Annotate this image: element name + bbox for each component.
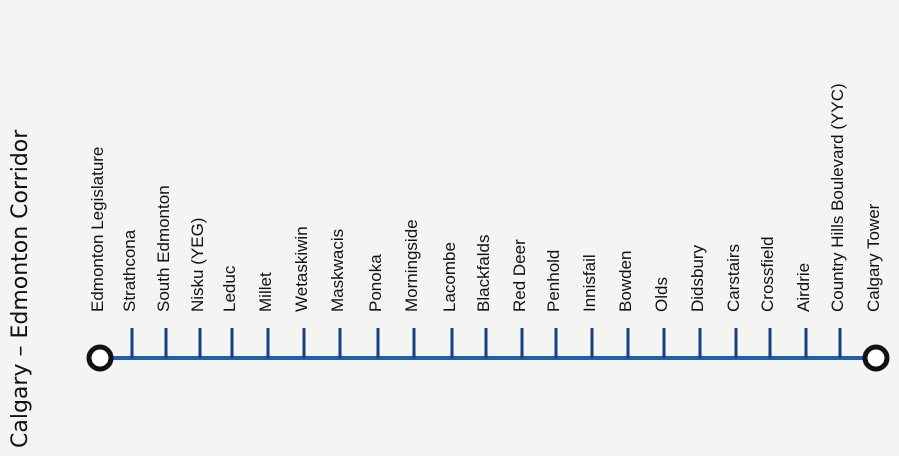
station-label: Ponoka [366, 254, 385, 312]
station-label: Lacombe [440, 242, 459, 312]
station-label: Didsbury [688, 244, 707, 312]
terminus-edmonton [86, 344, 114, 372]
station-label: Edmonton Legislature [88, 146, 107, 312]
station-label: Olds [652, 277, 671, 312]
station-label: Maskwacis [328, 228, 347, 312]
station-label: Carstairs [724, 243, 743, 312]
station-label: Strathcona [120, 229, 139, 312]
station-label: Calgary Tower [864, 203, 883, 312]
station-label: Bowden [616, 250, 635, 312]
station-label: Airdrie [794, 262, 813, 312]
station-label: Nisku (YEG) [188, 217, 207, 312]
station-label: Country Hills Boulevard (YYC) [828, 83, 847, 312]
station-label: Innisfail [580, 254, 599, 312]
station-label: Leduc [220, 265, 239, 312]
station-label: Red Deer [510, 239, 529, 312]
station-label: Wetaskiwin [292, 226, 311, 312]
terminus-calgary [862, 344, 890, 372]
station-label: Crossfield [758, 236, 777, 312]
station-label: Morningside [402, 219, 421, 312]
station-label: Blackfalds [474, 234, 493, 312]
station-label: Millet [256, 272, 275, 312]
station-label: South Edmonton [154, 185, 173, 312]
station-label: Penhold [544, 249, 563, 312]
